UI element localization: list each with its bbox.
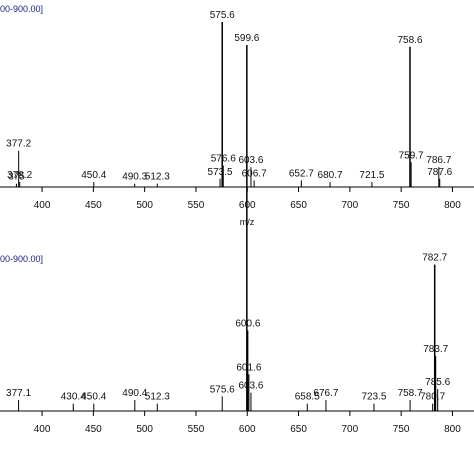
peak-label: 783.7: [423, 344, 448, 355]
peak-label: 786.7: [426, 155, 451, 166]
peak-label: 512.3: [145, 172, 170, 183]
peak-label: 603.6: [238, 155, 263, 166]
x-tick-label: 800: [444, 424, 461, 435]
peak-label: 490.4: [122, 388, 147, 399]
peak-label: 758.7: [398, 388, 423, 399]
peak-label: 576.6: [211, 154, 236, 165]
peak-label: 377.2: [6, 139, 31, 150]
x-tick-label: 550: [188, 200, 205, 211]
panel-title: 00-900.00]: [0, 4, 43, 14]
x-tick-label: 700: [342, 424, 359, 435]
peak-label: 652.7: [289, 168, 314, 179]
peak-label: 680.7: [318, 170, 343, 181]
x-tick-label: 650: [290, 424, 307, 435]
x-tick-label: 750: [393, 200, 410, 211]
x-tick-label: 650: [290, 200, 307, 211]
x-tick-label: 500: [136, 424, 153, 435]
peak-label: 575.6: [210, 10, 235, 21]
peak-label: 512.3: [145, 392, 170, 403]
peak-label: 723.5: [361, 392, 386, 403]
peak-label: 606.7: [242, 168, 267, 179]
peak-label: 782.7: [422, 253, 447, 264]
x-tick-label: 450: [85, 424, 102, 435]
peak-label: 676.7: [313, 388, 338, 399]
peak-label: 573.5: [208, 167, 233, 178]
x-tick-label: 600: [239, 424, 256, 435]
x-tick-label: 700: [342, 200, 359, 211]
x-tick-label: 400: [34, 200, 51, 211]
peak-label: 603.6: [238, 381, 263, 392]
panel-title: 00-900.00]: [0, 254, 43, 264]
peak-label: 575.6: [210, 384, 235, 395]
peak-label: 450.4: [81, 392, 106, 403]
x-tick-label: 500: [136, 200, 153, 211]
peak-label: 490.3: [122, 172, 147, 183]
peak-label: 377.1: [6, 388, 31, 399]
peak-label: 430.4: [61, 392, 86, 403]
x-tick-label: 750: [393, 424, 410, 435]
x-tick-label: 800: [444, 200, 461, 211]
peak-label: 599.6: [234, 33, 259, 44]
peak-label: 759.7: [399, 150, 424, 161]
peak-label: 721.5: [359, 170, 384, 181]
peak-label: 601.6: [236, 362, 261, 373]
x-tick-label: 550: [188, 424, 205, 435]
peak-label: 780.7: [420, 392, 445, 403]
peak-label: 785.6: [425, 377, 450, 388]
x-tick-label: 450: [85, 200, 102, 211]
peak-label: 600.6: [235, 318, 260, 329]
peak-label: 375: [8, 172, 25, 183]
peak-label: 658.5: [295, 392, 320, 403]
peak-label: 787.6: [427, 167, 452, 178]
peak-label: 450.4: [81, 170, 106, 181]
x-tick-label: 400: [34, 424, 51, 435]
peak-label: 378.2: [7, 170, 32, 181]
peak-label: 758.6: [397, 35, 422, 46]
